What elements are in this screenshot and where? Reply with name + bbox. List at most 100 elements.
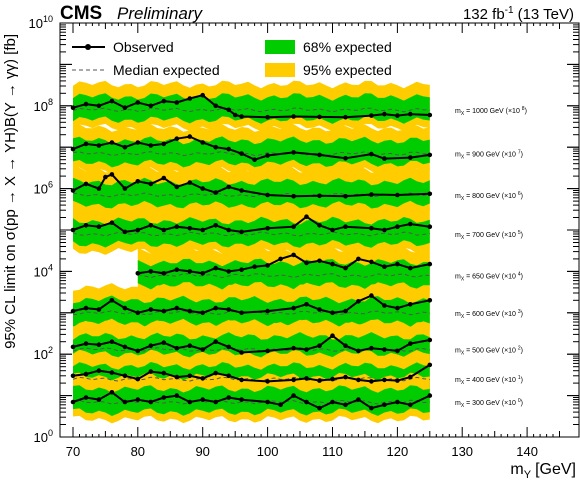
observed-point-3-5: [135, 227, 141, 233]
observed-point-6-13: [239, 350, 244, 355]
observed-point-3-12: [226, 227, 231, 233]
observed-point-8-6: [148, 399, 154, 405]
observed-point-7-9: [187, 373, 193, 379]
legend-95-swatch: [265, 63, 295, 77]
observed-point-2-15: [265, 192, 270, 198]
observed-point-7-17: [317, 378, 322, 383]
observed-point-7-10: [200, 376, 205, 381]
legend-observed-label: Observed: [113, 39, 174, 55]
observed-point-0-11: [213, 103, 218, 109]
legend-68-label: 68% expected: [303, 39, 392, 55]
observed-point-3-4: [122, 229, 128, 235]
observed-point-8-26: [427, 393, 433, 398]
band68-3: [73, 216, 430, 248]
observed-point-3-16: [304, 214, 309, 219]
observed-point-2-2: [96, 186, 102, 191]
observed-point-8-13: [239, 397, 244, 402]
observed-point-6-10: [200, 347, 205, 352]
observed-point-7-3: [109, 370, 115, 375]
mass-label-2: mX = 800 GeV (×10 6): [455, 191, 523, 202]
observed-point-5-21: [369, 293, 374, 298]
observed-point-1-8: [174, 136, 180, 141]
observed-point-3-13: [239, 229, 244, 235]
observed-point-2-0: [70, 188, 76, 193]
observed-point-7-23: [395, 378, 400, 383]
observed-point-4-21: [408, 265, 413, 271]
observed-point-4-6: [213, 265, 218, 271]
observed-point-0-4: [122, 105, 128, 110]
observed-point-0-10: [200, 92, 205, 98]
observed-point-4-18: [369, 259, 374, 265]
legend: Observed Median expected 68% expected 95…: [72, 39, 392, 78]
observed-point-0-0: [70, 105, 76, 110]
observed-point-4-12: [291, 252, 296, 258]
observed-point-4-7: [226, 269, 231, 274]
observed-point-1-3: [109, 140, 115, 145]
observed-point-5-18: [330, 310, 335, 316]
observed-point-2-17: [317, 193, 322, 199]
observed-point-1-20: [382, 156, 387, 161]
x-tick-label-70: 70: [66, 444, 80, 459]
observed-point-6-4: [122, 344, 128, 350]
observed-point-5-25: [427, 298, 433, 303]
observed-point-0-20: [382, 111, 387, 117]
observed-point-8-23: [382, 402, 387, 408]
observed-point-4-10: [265, 263, 270, 268]
observed-point-3-19: [343, 224, 348, 229]
observed-point-7-5: [135, 376, 141, 382]
observed-point-3-24: [427, 224, 433, 229]
observed-point-4-14: [317, 258, 322, 264]
observed-point-8-19: [330, 399, 335, 405]
observed-point-0-23: [427, 112, 433, 118]
observed-point-0-6: [148, 103, 154, 109]
observed-point-3-22: [395, 224, 400, 229]
observed-point-1-10: [200, 140, 205, 145]
observed-point-6-20: [356, 348, 361, 354]
observed-point-7-2: [96, 368, 102, 374]
observed-point-0-12: [226, 107, 231, 113]
observed-point-1-18: [343, 156, 348, 161]
band68-5: [73, 295, 430, 327]
observed-point-4-9: [252, 264, 257, 270]
observed-point-3-6: [148, 223, 154, 228]
observed-point-4-19: [382, 264, 387, 270]
y-tick-label-4: 104: [34, 262, 53, 279]
observed-point-5-8: [174, 305, 180, 311]
observed-point-1-17: [317, 152, 322, 158]
mass-label-7: mX = 400 GeV (×10 1): [455, 375, 523, 386]
observed-point-2-18: [343, 194, 348, 199]
observed-point-6-15: [291, 345, 296, 351]
observed-point-4-0: [135, 271, 141, 276]
mass-label-0: mX = 1000 GeV (×10 8): [455, 106, 527, 117]
legend-median-label: Median expected: [113, 62, 220, 78]
observed-point-7-14: [265, 379, 270, 384]
observed-point-6-24: [408, 341, 413, 346]
observed-point-4-5: [200, 271, 205, 276]
observed-point-6-11: [213, 339, 218, 345]
legend-95-label: 95% expected: [303, 62, 392, 78]
observed-point-6-22: [382, 347, 387, 352]
x-tick-label-90: 90: [195, 444, 209, 459]
observed-point-0-8: [174, 100, 180, 105]
observed-point-5-4: [122, 305, 128, 311]
observed-point-1-6: [148, 143, 154, 148]
observed-point-3-3: [109, 220, 115, 225]
observed-point-4-3: [174, 267, 180, 273]
observed-point-7-16: [304, 376, 309, 381]
observed-point-5-9: [187, 308, 193, 314]
observed-point-5-22: [382, 303, 387, 308]
observed-point-1-21: [408, 155, 413, 160]
observed-point-2-11: [200, 186, 205, 191]
observed-point-3-14: [265, 226, 270, 231]
observed-point-8-16: [291, 393, 296, 398]
x-tick-label-80: 80: [131, 444, 145, 459]
observed-point-1-15: [265, 153, 270, 158]
observed-point-5-7: [161, 308, 167, 314]
y-tick-label-10: 1010: [29, 14, 53, 31]
observed-point-7-24: [408, 374, 413, 380]
x-tick-label-110: 110: [322, 444, 343, 459]
mass-label-1: mX = 900 GeV (×10 7): [455, 150, 523, 161]
y-axis-title: 95% CL limit on σ(pp → X → YH)B(Y → γγ) …: [2, 34, 19, 349]
observed-point-6-23: [395, 348, 400, 354]
mass-labels: mX = 1000 GeV (×10 8) mX = 900 GeV (×10 7…: [455, 106, 527, 409]
